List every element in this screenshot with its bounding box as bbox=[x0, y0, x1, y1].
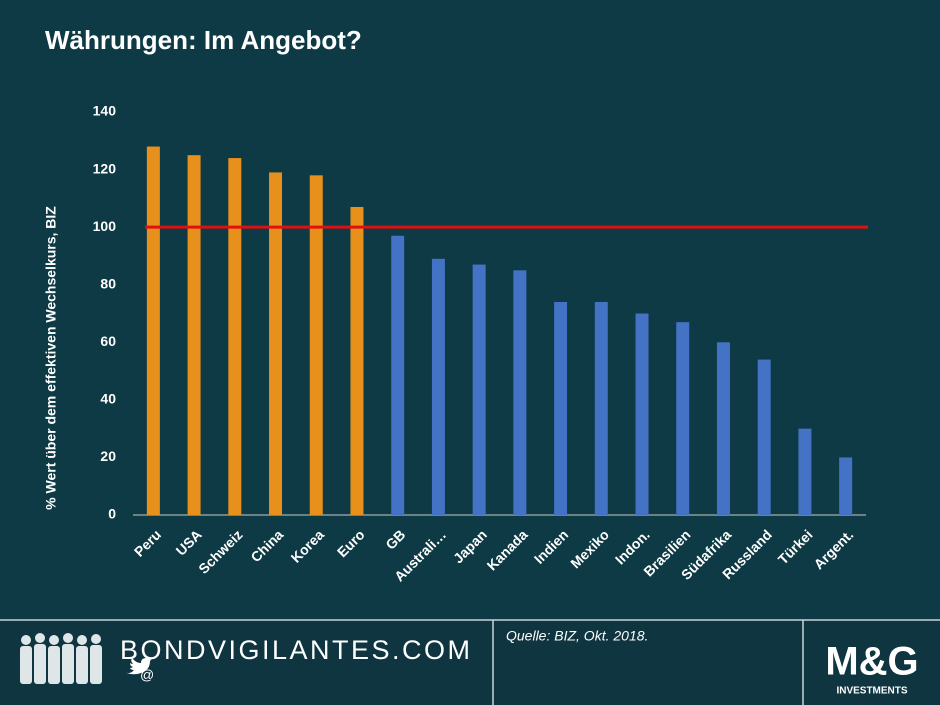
logo-sub: INVESTMENTS bbox=[836, 686, 907, 697]
y-tick-label: 60 bbox=[100, 333, 116, 349]
bar bbox=[635, 313, 649, 515]
social-handle: @ bbox=[140, 667, 154, 683]
bar bbox=[146, 146, 160, 516]
bar bbox=[228, 158, 242, 516]
bar bbox=[431, 258, 445, 515]
bar bbox=[594, 301, 608, 515]
y-tick-label: 80 bbox=[100, 275, 116, 291]
bar bbox=[513, 270, 527, 515]
footer: BONDVIGILANTES.COM @ Quelle: BIZ, Okt. 2… bbox=[0, 619, 940, 705]
brand: BONDVIGILANTES.COM bbox=[120, 635, 473, 665]
y-tick-label: 140 bbox=[93, 103, 117, 119]
bar bbox=[676, 322, 690, 515]
bar bbox=[839, 457, 853, 515]
y-tick-label: 0 bbox=[108, 506, 116, 522]
bar bbox=[391, 235, 405, 515]
y-axis-label: % Wert über dem effektiven Wechselkurs, … bbox=[43, 206, 59, 510]
bar bbox=[269, 172, 283, 515]
bar bbox=[757, 359, 771, 515]
bar bbox=[309, 175, 323, 516]
logo: M&G bbox=[825, 640, 918, 684]
y-tick-label: 20 bbox=[100, 448, 116, 464]
source-note: Quelle: BIZ, Okt. 2018. bbox=[506, 628, 648, 644]
bar bbox=[187, 155, 201, 515]
bar bbox=[472, 264, 486, 515]
bar bbox=[350, 206, 364, 515]
y-tick-label: 100 bbox=[93, 218, 117, 234]
y-tick-label: 40 bbox=[100, 391, 116, 407]
twitter-icon bbox=[124, 658, 152, 675]
footer-band bbox=[0, 620, 940, 705]
chart-title: Währungen: Im Angebot? bbox=[45, 25, 362, 55]
people-icon bbox=[20, 633, 102, 684]
bar bbox=[716, 342, 730, 515]
bar bbox=[554, 301, 568, 515]
y-tick-label: 120 bbox=[93, 160, 117, 176]
bar bbox=[798, 428, 812, 515]
